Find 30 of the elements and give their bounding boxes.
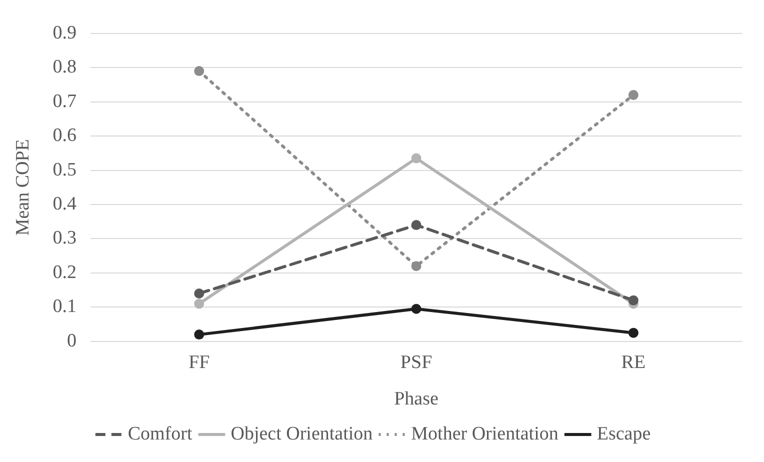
legend-label: Object Orientation [230,423,374,444]
point [194,298,204,309]
point [194,288,204,298]
point [411,304,422,314]
point [411,153,422,164]
y-tick-label: 0.1 [52,296,77,318]
point [411,261,422,272]
y-tick-label: 0.3 [52,228,77,249]
point [411,220,422,230]
point [628,90,638,100]
point [628,295,638,306]
legend-label: Mother Orientation [411,423,559,444]
y-tick-label: 0.5 [52,159,77,180]
y-tick-label: 0.8 [52,56,77,78]
legend-label: Escape [596,423,651,444]
point [194,330,204,340]
y-tick-label: 0.2 [52,262,77,283]
y-tick-label: 0.4 [52,193,78,214]
x-axis-title: Phase [394,388,438,410]
y-tick-label: 0 [67,330,77,352]
y-tick-label: 0.9 [52,22,77,44]
y-axis-title: Mean COPE [12,139,34,236]
y-tick-label: 0.7 [52,90,77,112]
point [628,328,638,338]
x-tick-label: RE [621,352,646,373]
point [194,66,204,76]
legend-label: Comfort [128,423,193,444]
y-tick-label: 0.6 [52,125,77,146]
x-tick-label: FF [188,352,210,373]
x-tick-label: PSF [400,352,432,373]
